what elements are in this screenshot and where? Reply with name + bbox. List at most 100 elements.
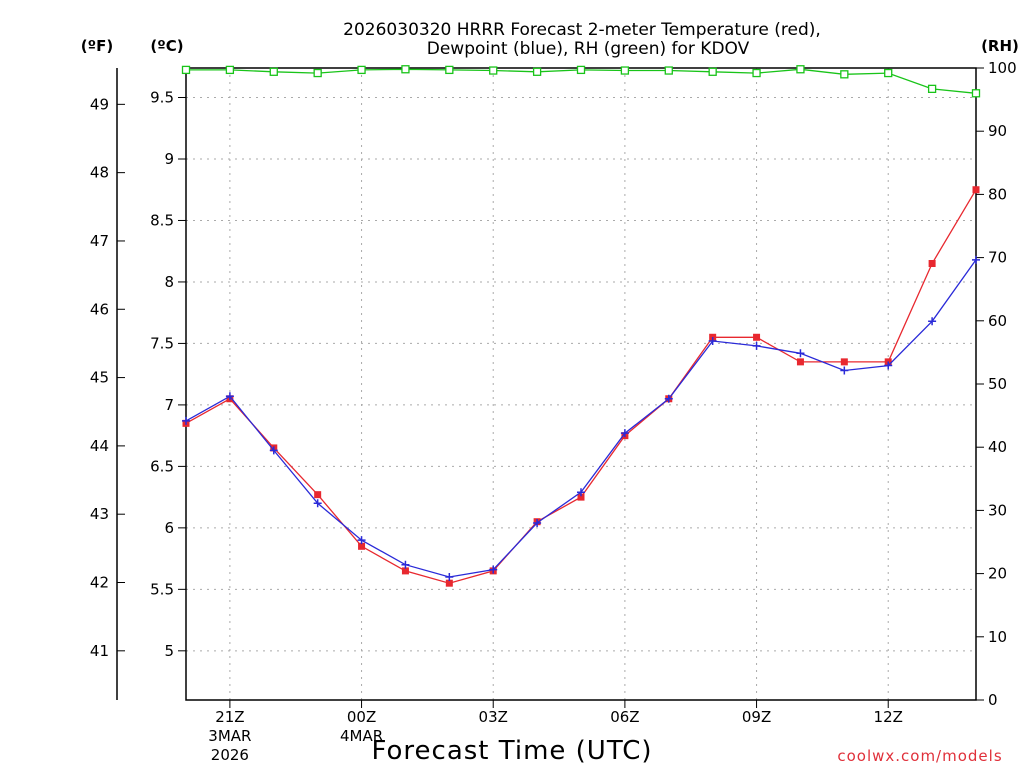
time-tick-label: 00Z <box>347 708 376 726</box>
rh-point <box>445 65 454 75</box>
dewpoint-point <box>269 446 278 455</box>
rh-tick-label: 80 <box>988 185 1007 203</box>
dewpoint-point <box>533 518 542 527</box>
rh-point <box>796 65 805 74</box>
temperature-point <box>972 186 980 194</box>
time-tick-label: 21Z <box>215 708 244 726</box>
date-tick-label: 3MAR <box>208 727 251 745</box>
dewpoint-point <box>577 488 585 497</box>
rh-axis: 0 10 20 30 40 50 60 70 80 90 100 <box>976 59 1017 709</box>
rh-point <box>840 70 849 79</box>
rh-point <box>532 67 542 76</box>
rh-tick-label: 20 <box>988 565 1007 583</box>
fahrenheit-tick-label: 42 <box>90 574 109 592</box>
rh-point <box>313 68 322 78</box>
grid-lines <box>186 68 976 700</box>
dewpoint-point <box>620 429 629 438</box>
temperature-point <box>928 260 936 268</box>
chart-title-line1: 2026030320 HRRR Forecast 2-meter Tempera… <box>343 20 821 40</box>
celsius-axis: 5 5.5 6 6.5 7 7.5 8 8.5 9 9.5 <box>150 89 186 660</box>
temperature-point <box>753 333 761 341</box>
rh-tick-label: 90 <box>988 122 1007 140</box>
dewpoint-point <box>182 416 190 425</box>
fahrenheit-tick-label: 41 <box>90 642 109 660</box>
fahrenheit-tick-label: 45 <box>90 369 109 387</box>
rh-unit-label: (RH) <box>981 37 1019 55</box>
fahrenheit-tick-label: 47 <box>90 232 109 250</box>
celsius-tick-label: 8 <box>164 273 174 291</box>
rh-tick-label: 30 <box>988 501 1007 519</box>
temperature-line <box>185 189 977 584</box>
year-tick-label: 2026 <box>211 746 249 764</box>
rh-tick-label: 60 <box>988 312 1007 330</box>
rh-tick-label: 100 <box>988 59 1017 77</box>
dewpoint-point <box>928 317 937 326</box>
rh-point <box>927 84 937 94</box>
rh-point <box>269 67 278 76</box>
temperature-point <box>314 491 322 499</box>
time-tick-label: 09Z <box>742 708 771 726</box>
celsius-tick-label: 5.5 <box>150 580 174 598</box>
celsius-tick-label: 8.5 <box>150 211 174 229</box>
dewpoint-point <box>708 336 717 345</box>
dewpoint-point <box>313 499 322 508</box>
temperature-point <box>401 567 409 575</box>
fahrenheit-axis: 41 42 43 44 45 46 47 48 49 <box>90 95 125 660</box>
celsius-tick-label: 9 <box>164 150 174 168</box>
credit-link[interactable]: coolwx.com/models <box>837 747 1002 765</box>
fahrenheit-tick-label: 49 <box>90 95 109 113</box>
fahrenheit-tick-label: 46 <box>90 300 109 318</box>
dewpoint-point <box>752 341 761 350</box>
celsius-unit-label: (ºC) <box>150 37 183 55</box>
fahrenheit-tick-label: 43 <box>90 505 109 523</box>
dewpoint-point <box>664 394 673 403</box>
rh-point <box>884 68 893 78</box>
time-tick-label: 12Z <box>874 708 903 726</box>
dewpoint-point <box>401 560 410 569</box>
rh-point <box>357 65 366 75</box>
celsius-tick-label: 6.5 <box>150 457 174 475</box>
rh-point <box>971 89 981 98</box>
temperature-point <box>796 358 804 366</box>
rh-point <box>708 67 717 76</box>
celsius-tick-label: 7.5 <box>150 334 174 352</box>
rh-point <box>225 65 235 75</box>
dewpoint-point <box>225 392 234 401</box>
rh-tick-label: 10 <box>988 628 1007 646</box>
plot-frame <box>185 67 977 701</box>
fahrenheit-unit-label: (ºF) <box>81 37 113 55</box>
rh-point <box>620 66 630 75</box>
temperature-point <box>445 579 453 587</box>
dewpoint-point <box>796 349 805 358</box>
temperature-point <box>358 542 366 550</box>
dewpoint-point <box>840 366 849 375</box>
fahrenheit-tick-label: 44 <box>90 437 109 455</box>
series-layer <box>181 65 981 587</box>
rh-tick-label: 0 <box>988 691 998 709</box>
rh-point <box>489 66 498 75</box>
rh-point <box>401 65 410 74</box>
rh-tick-label: 50 <box>988 375 1007 393</box>
dewpoint-point <box>445 573 454 582</box>
dewpoint-point <box>357 536 366 545</box>
rh-tick-label: 70 <box>988 249 1007 267</box>
celsius-tick-label: 9.5 <box>150 89 174 107</box>
dewpoint-line <box>185 259 977 578</box>
temperature-point <box>577 493 585 501</box>
rh-point <box>664 66 673 75</box>
celsius-tick-label: 6 <box>164 519 174 537</box>
time-tick-label: 06Z <box>610 708 639 726</box>
chart-title-line2: Dewpoint (blue), RH (green) for KDOV <box>427 39 750 59</box>
rh-tick-label: 40 <box>988 438 1007 456</box>
rh-point <box>576 65 586 75</box>
rh-point <box>181 65 191 75</box>
dewpoint-point <box>489 565 498 574</box>
dewpoint-point <box>972 255 980 264</box>
celsius-tick-label: 7 <box>164 396 174 414</box>
x-axis-label: Forecast Time (UTC) <box>371 736 652 766</box>
fahrenheit-tick-label: 48 <box>90 164 109 182</box>
dewpoint-point <box>884 361 893 370</box>
temperature-point <box>840 358 848 366</box>
